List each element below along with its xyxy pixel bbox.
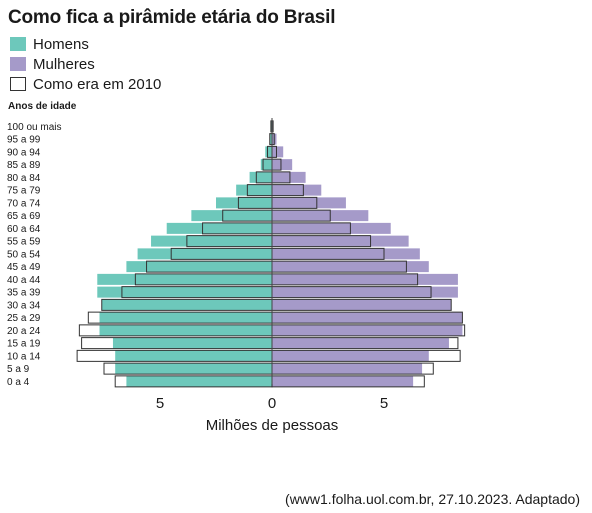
age-label-0-a-4: 0 a 4 <box>7 377 30 388</box>
age-label-40-a-44: 40 a 44 <box>7 275 41 286</box>
bar-women-100-ou-mais <box>272 120 274 132</box>
bar-men-100-ou-mais <box>270 120 272 132</box>
legend-label-men: Homens <box>33 35 89 53</box>
bar-women-5-a-9 <box>272 363 423 375</box>
legend-item-women: Mulheres <box>10 55 95 73</box>
bar-women-50-a-54 <box>272 248 420 260</box>
bar-men-30-a-34 <box>101 299 272 311</box>
bar-men-65-a-69 <box>191 210 272 222</box>
age-label-50-a-54: 50 a 54 <box>7 249 41 260</box>
age-label-75-a-79: 75 a 79 <box>7 186 41 197</box>
age-label-60-a-64: 60 a 64 <box>7 224 41 235</box>
age-label-80-a-84: 80 a 84 <box>7 173 41 184</box>
legend-swatch-2010 <box>10 77 26 91</box>
bar-men-55-a-59 <box>151 235 272 247</box>
bar-women-55-a-59 <box>272 235 409 247</box>
bar-women-70-a-74 <box>272 197 346 209</box>
chart-title: Como fica a pirâmide etária do Brasil <box>8 7 336 28</box>
age-label-90-a-94: 90 a 94 <box>7 147 41 158</box>
bar-men-20-a-24 <box>99 324 273 336</box>
bar-women-35-a-39 <box>272 286 458 298</box>
legend-label-women: Mulheres <box>33 55 95 73</box>
x-tick-label-neg5: 5 <box>156 395 164 412</box>
bar-men-25-a-29 <box>99 312 273 324</box>
bar-men-15-a-19 <box>112 337 273 349</box>
x-tick-label-pos5: 5 <box>380 395 388 412</box>
bar-men-60-a-64 <box>166 222 272 234</box>
age-label-20-a-24: 20 a 24 <box>7 326 41 337</box>
age-label-100-ou-mais: 100 ou mais <box>7 122 61 133</box>
legend-swatch-women <box>10 57 26 71</box>
bar-women-85-a-89 <box>272 159 293 171</box>
age-label-65-a-69: 65 a 69 <box>7 211 41 222</box>
bar-women-25-a-29 <box>272 312 463 324</box>
bar-men-80-a-84 <box>249 171 272 183</box>
bar-men-90-a-94 <box>265 146 272 158</box>
bar-men-50-a-54 <box>137 248 272 260</box>
bar-women-75-a-79 <box>272 184 322 196</box>
bar-women-60-a-64 <box>272 222 391 234</box>
bar-women-45-a-49 <box>272 261 429 273</box>
x-tick-label-pos0: 0 <box>268 395 276 412</box>
bar-women-10-a-14 <box>272 350 429 362</box>
bar-men-40-a-44 <box>97 273 272 285</box>
legend-item-2010: Como era em 2010 <box>10 75 161 93</box>
bar-women-90-a-94 <box>272 146 284 158</box>
legend-label-2010: Como era em 2010 <box>33 75 162 93</box>
bar-men-45-a-49 <box>126 261 273 273</box>
bar-men-10-a-14 <box>115 350 272 362</box>
bar-men-5-a-9 <box>115 363 272 375</box>
age-label-45-a-49: 45 a 49 <box>7 262 41 273</box>
age-label-5-a-9: 5 a 9 <box>7 364 30 375</box>
bar-men-85-a-89 <box>260 159 272 171</box>
y-axis-label: Anos de idade <box>8 101 77 112</box>
bar-men-75-a-79 <box>236 184 272 196</box>
bar-women-65-a-69 <box>272 210 369 222</box>
age-label-15-a-19: 15 a 19 <box>7 339 41 350</box>
x-ticks-layer: 5 0 5 <box>156 395 388 412</box>
bar-men-95-a-99 <box>269 133 272 145</box>
age-label-25-a-29: 25 a 29 <box>7 313 41 324</box>
legend-swatch-men <box>10 37 26 51</box>
bar-women-0-a-4 <box>272 375 414 387</box>
age-label-30-a-34: 30 a 34 <box>7 300 41 311</box>
x-axis-label: Milhões de pessoas <box>206 417 339 434</box>
age-label-55-a-59: 55 a 59 <box>7 237 41 248</box>
age-label-35-a-39: 35 a 39 <box>7 288 41 299</box>
bar-women-30-a-34 <box>272 299 452 311</box>
age-label-85-a-89: 85 a 89 <box>7 160 41 171</box>
bar-men-0-a-4 <box>126 375 273 387</box>
bar-men-70-a-74 <box>216 197 272 209</box>
legend-item-men: Homens <box>10 35 89 53</box>
age-label-70-a-74: 70 a 74 <box>7 198 41 209</box>
bar-women-80-a-84 <box>272 171 306 183</box>
bars-layer <box>97 120 463 387</box>
bar-women-20-a-24 <box>272 324 463 336</box>
age-label-10-a-14: 10 a 14 <box>7 351 41 362</box>
age-label-95-a-99: 95 a 99 <box>7 135 41 146</box>
bar-men-35-a-39 <box>97 286 272 298</box>
bar-women-15-a-19 <box>272 337 449 349</box>
source-caption: (www1.folha.uol.com.br, 27.10.2023. Adap… <box>285 491 580 507</box>
bar-women-40-a-44 <box>272 273 458 285</box>
